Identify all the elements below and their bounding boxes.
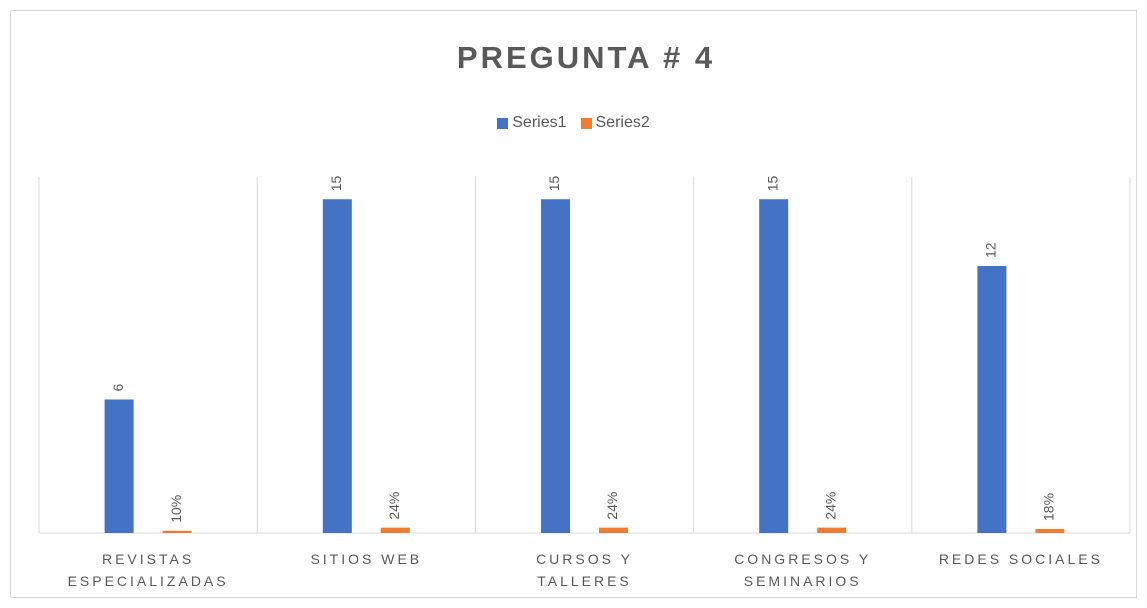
bar [1035,528,1065,533]
legend-swatch [497,117,509,129]
bar [759,199,789,533]
data-label: 24% [604,492,620,520]
x-tick-label: REDES SOCIALES [938,551,1103,567]
bar [977,266,1007,533]
bar [380,527,410,533]
data-label: 24% [386,492,402,520]
legend-item: Series1 [497,114,567,132]
legend-item: Series2 [580,114,650,132]
data-label: 18% [1041,493,1057,521]
chart-title: PREGUNTA # 4 [457,40,715,75]
bar [817,527,847,533]
legend-label: Series1 [512,114,567,131]
data-label: 24% [822,492,838,520]
legend-label: Series2 [595,114,650,131]
x-tick-label: REVISTAS ESPECIALIZADAS [67,551,229,589]
data-label: 6 [110,384,126,392]
legend-swatch [580,117,592,129]
data-label: 10% [168,495,184,523]
x-tick-label: CURSOS Y TALLERES [536,551,633,589]
x-tick-label: SITIOS WEB [310,551,423,567]
legend: Series1 Series2 [0,114,1147,132]
bar [322,199,352,533]
bar [599,527,628,533]
bar [541,199,570,533]
bar [162,530,192,533]
data-label: 15 [328,175,344,191]
bar [104,399,134,533]
x-tick-label: CONGRESOS Y SEMINARIOS [734,551,872,589]
data-label: 15 [764,175,780,191]
data-label: 12 [983,242,999,258]
chart-border [10,10,1137,598]
data-label: 15 [546,175,562,191]
